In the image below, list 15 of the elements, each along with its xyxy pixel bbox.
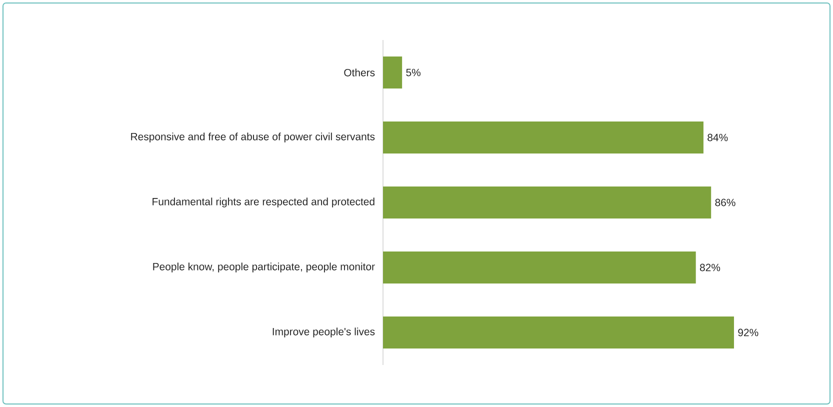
bar bbox=[383, 56, 402, 88]
data-label: 5% bbox=[406, 68, 420, 76]
bar bbox=[383, 186, 712, 219]
data-label: 84% bbox=[708, 134, 728, 142]
y-tick-label: Improve people's lives bbox=[272, 328, 375, 338]
y-tick-label: Others bbox=[344, 68, 375, 76]
y-tick-label: People know, people participate, people monitor bbox=[153, 262, 375, 272]
bar bbox=[383, 252, 696, 284]
data-label: 86% bbox=[715, 198, 736, 206]
y-tick-label: Fundamental rights are respected and protected bbox=[152, 198, 374, 208]
bar bbox=[383, 316, 734, 349]
y-tick-label: Responsive and free of abuse of power civil servants bbox=[131, 132, 375, 142]
data-label: 82% bbox=[700, 264, 720, 272]
bar bbox=[383, 122, 704, 154]
data-label: 92% bbox=[738, 328, 758, 336]
